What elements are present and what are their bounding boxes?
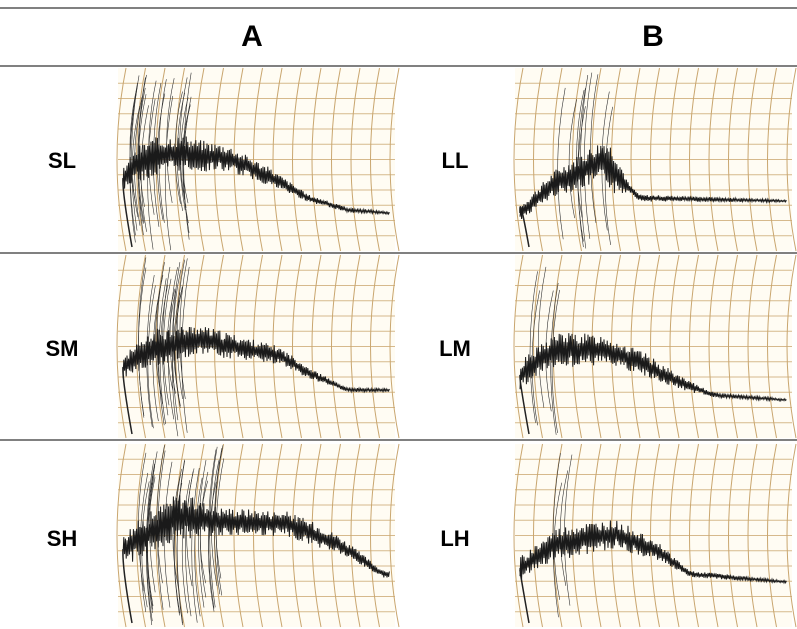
row-label: SH xyxy=(47,526,78,551)
row-label: SM xyxy=(46,336,79,361)
column-header: A xyxy=(241,20,263,53)
page: A B SL LL SM LM SH LH (() => { const dat… xyxy=(0,0,797,629)
column-header: B xyxy=(642,20,664,53)
recording xyxy=(117,444,399,627)
row-label: LM xyxy=(439,336,471,361)
recording xyxy=(117,68,399,251)
recording xyxy=(514,68,796,251)
recording xyxy=(514,444,796,627)
row-label: SL xyxy=(48,148,76,173)
recording xyxy=(514,255,796,438)
row-label: LH xyxy=(440,526,469,551)
figure-table: A B SL LL SM LM SH LH xyxy=(0,0,797,629)
row-label: LL xyxy=(442,148,469,173)
recording xyxy=(117,255,399,438)
